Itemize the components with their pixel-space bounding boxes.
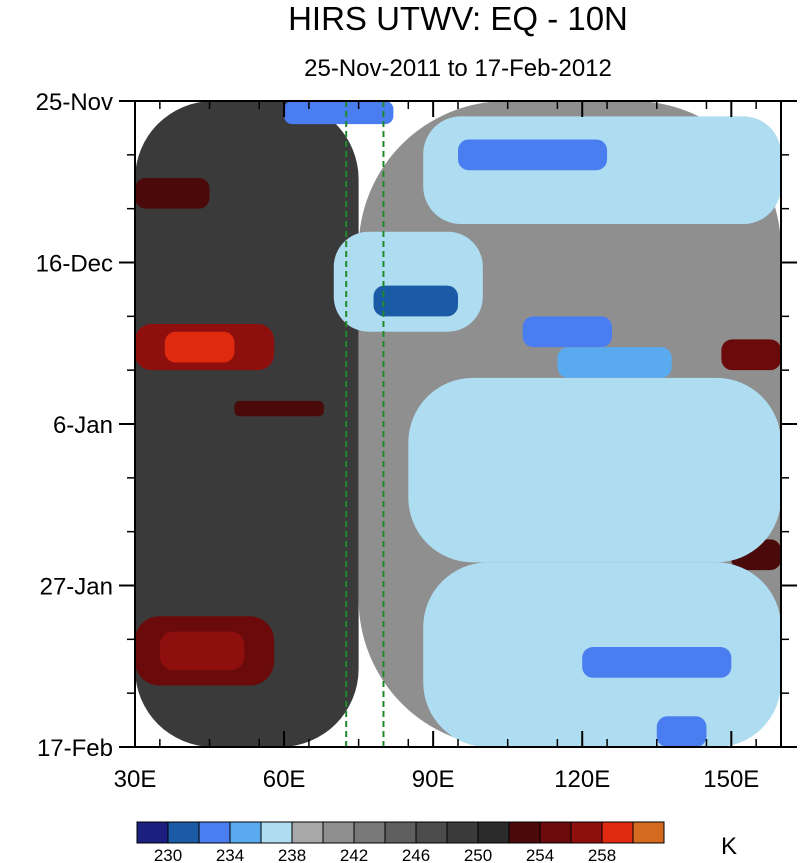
colorbar-swatch — [508, 821, 541, 844]
colorbar-swatch — [384, 821, 417, 844]
y-tick-label: 6-Jan — [53, 412, 113, 439]
colorbar-swatch — [198, 821, 231, 844]
field-region — [656, 716, 707, 747]
field-region — [164, 331, 235, 363]
field-region — [135, 177, 210, 209]
colorbar-swatch — [632, 821, 665, 844]
y-tick-label: 25-Nov — [36, 89, 113, 116]
field-region — [557, 347, 672, 378]
colorbar-label: 230 — [154, 846, 182, 863]
colorbar-label: 258 — [588, 846, 616, 863]
field-region — [135, 101, 359, 747]
x-tick-label: 120E — [554, 766, 610, 793]
x-axis: 30E 60E 90E 120E 150E — [114, 101, 759, 793]
chart-title: HIRS UTWV: EQ - 10N — [288, 0, 628, 37]
x-tick-label: 150E — [703, 766, 759, 793]
colorbar-swatch — [353, 821, 386, 844]
colorbar-swatch — [322, 821, 355, 844]
field-region — [408, 377, 781, 563]
colorbar-swatch — [415, 821, 448, 844]
colorbar-label: 250 — [464, 846, 492, 863]
colorbar: 230 234 238 242 246 250 254 258 K — [136, 821, 737, 863]
colorbar-label: 234 — [216, 846, 244, 863]
colorbar-swatch — [291, 821, 324, 844]
y-tick-label: 16-Dec — [36, 251, 113, 278]
colorbar-swatch — [260, 821, 293, 844]
colorbar-label: 246 — [402, 846, 430, 863]
contour-field — [135, 101, 781, 747]
colorbar-swatch — [446, 821, 479, 844]
colorbar-swatch — [601, 821, 634, 844]
reference-lines — [345, 101, 385, 747]
colorbar-unit: K — [721, 833, 737, 860]
y-axis: 25-Nov 16-Dec 6-Jan 27-Jan 17-Feb — [36, 89, 797, 762]
field-region — [373, 285, 458, 317]
colorbar-swatch — [570, 821, 603, 844]
field-region — [284, 101, 394, 125]
field-region — [458, 139, 608, 171]
field-region — [721, 339, 781, 371]
x-tick-label: 90E — [412, 766, 455, 793]
colorbar-label: 242 — [340, 846, 368, 863]
colorbar-swatch — [477, 821, 510, 844]
field-region — [522, 316, 613, 348]
field-region — [582, 647, 732, 678]
y-tick-label: 17-Feb — [37, 735, 113, 762]
colorbar-label: 254 — [526, 846, 554, 863]
field-region — [333, 231, 483, 332]
x-tick-label: 60E — [263, 766, 306, 793]
colorbar-swatch — [167, 821, 200, 844]
colorbar-swatch — [229, 821, 262, 844]
chart-subtitle: 25-Nov-2011 to 17-Feb-2012 — [304, 55, 612, 82]
colorbar-label: 238 — [278, 846, 306, 863]
colorbar-swatch — [136, 821, 169, 844]
x-tick-label: 30E — [114, 766, 157, 793]
field-region — [234, 400, 324, 417]
field-region — [159, 631, 245, 671]
y-tick-label: 27-Jan — [40, 574, 113, 601]
colorbar-swatch — [539, 821, 572, 844]
